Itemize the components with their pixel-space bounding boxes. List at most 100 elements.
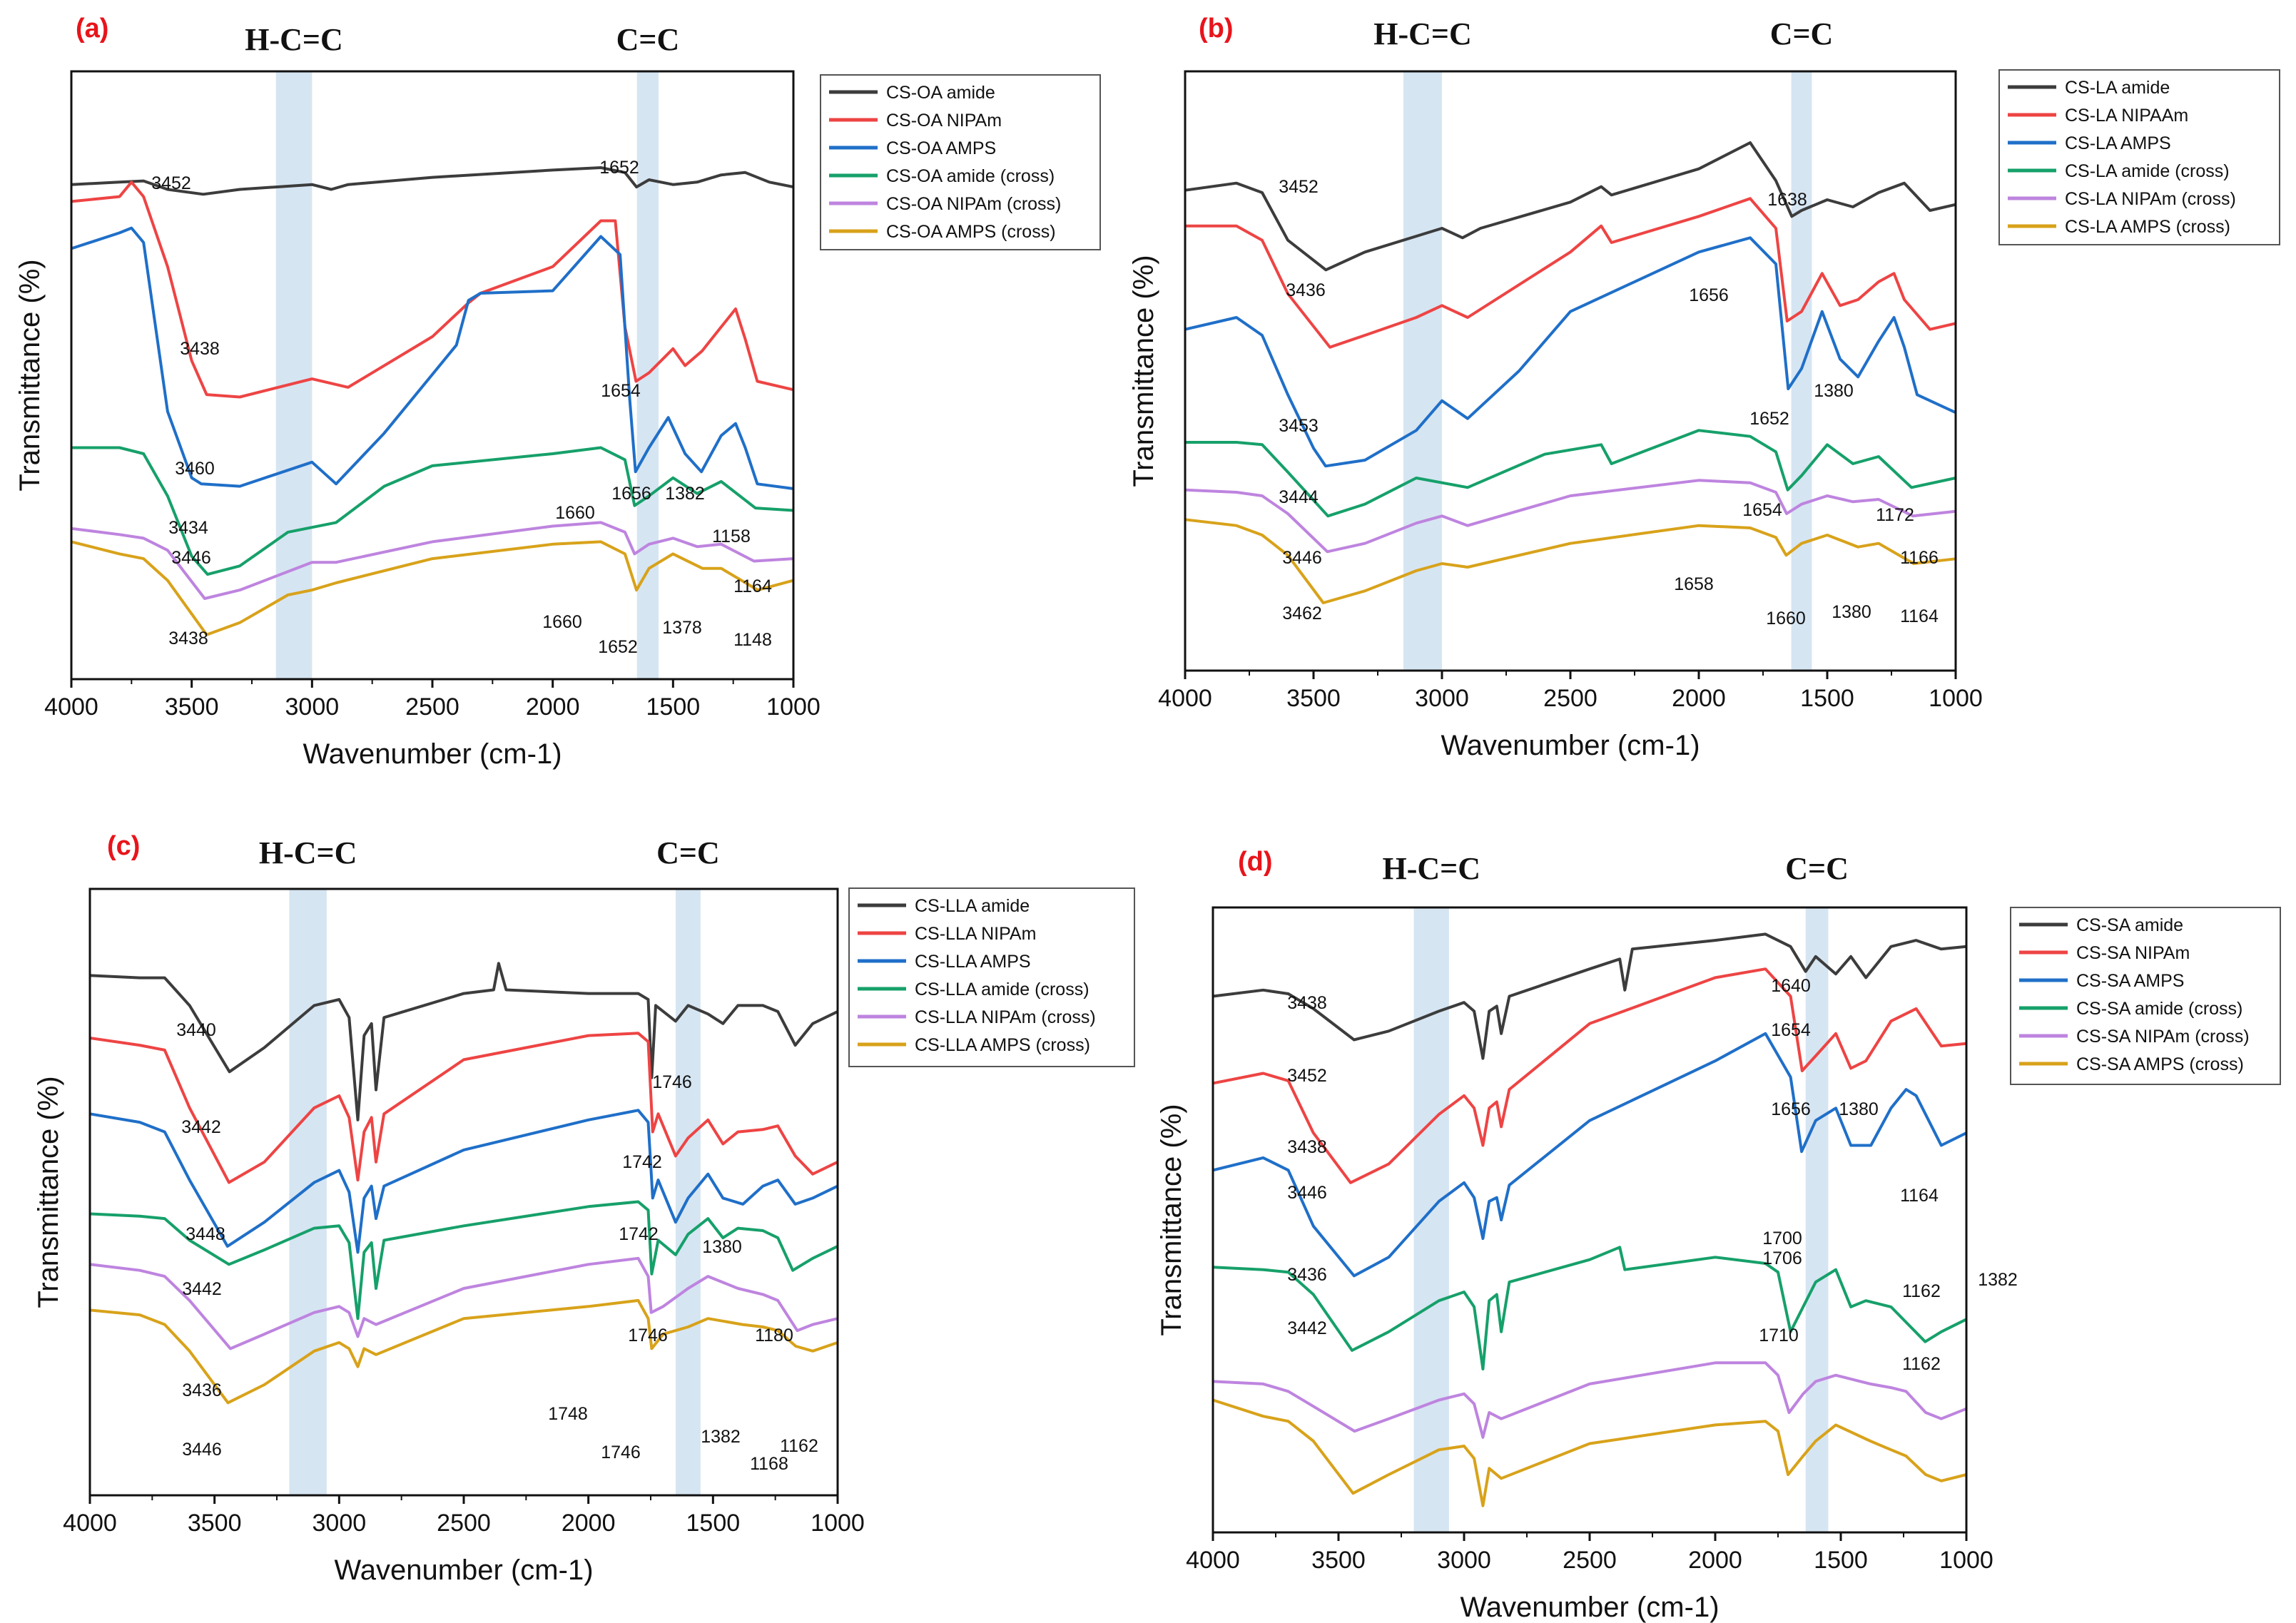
series-line-3 [89, 1109, 838, 1254]
legend-entry-2: CS-OA NIPAm [886, 111, 1002, 131]
peak-annotation: 1654 [1771, 1020, 1811, 1040]
band-title: H-C=C [1373, 16, 1472, 51]
peak-annotation: 3436 [1286, 280, 1326, 300]
peak-annotation: 1710 [1759, 1326, 1799, 1345]
peak-annotation: 1162 [1902, 1354, 1941, 1374]
y-axis-title: Transmittance (%) [1128, 255, 1159, 487]
panel-label: (c) [107, 831, 140, 861]
x-tick-label: 1500 [1800, 685, 1854, 712]
x-tick-label: 2000 [562, 1510, 616, 1537]
peak-annotation: 1380 [1814, 381, 1854, 401]
peak-annotation: 1660 [1766, 609, 1806, 629]
legend-entry-3: CS-LA AMPS [2065, 133, 2171, 153]
series-line-1 [89, 962, 838, 1121]
peak-annotation: 1166 [1900, 548, 1939, 568]
x-tick-label: 3500 [188, 1510, 242, 1537]
legend-entry-2: CS-LA NIPAAm [2065, 106, 2188, 126]
y-axis-title: Transmittance (%) [14, 259, 46, 491]
x-tick-label: 1500 [646, 693, 701, 721]
legend-entry-6: CS-LA AMPS (cross) [2065, 217, 2230, 237]
panel-label: (b) [1199, 14, 1234, 44]
series-line-6 [1212, 1398, 1967, 1507]
band-region [1805, 907, 1829, 1532]
x-tick-label: 1500 [1814, 1547, 1868, 1574]
peak-annotation: 3448 [186, 1224, 225, 1244]
peak-annotation: 1656 [1689, 285, 1729, 305]
x-axis-title: Wavenumber (cm-1) [334, 1555, 593, 1586]
x-tick-label: 1000 [1929, 685, 1983, 712]
legend-entry-6: CS-SA AMPS (cross) [2076, 1054, 2244, 1074]
peak-annotation: 1706 [1762, 1248, 1802, 1268]
x-axis-title: Wavenumber (cm-1) [303, 738, 562, 770]
chart-panel-4: H-C=C C=C 4000 3500 3000 2500 2000 1500 1000 Wave… [1156, 847, 2281, 1623]
band-title: H-C=C [1382, 851, 1480, 886]
series-line-5 [1212, 1361, 1967, 1439]
peak-annotation: 1742 [619, 1224, 659, 1244]
peak-annotation: 3440 [176, 1020, 216, 1040]
peak-annotation: 3462 [1282, 604, 1322, 624]
peak-annotation: 1162 [1902, 1281, 1941, 1301]
peak-annotation: 1172 [1876, 505, 1914, 525]
peak-annotation: 3434 [168, 518, 208, 538]
series-line-1 [1212, 932, 1967, 1060]
legend-entry-2: CS-LLA NIPAm [915, 924, 1036, 944]
legend-entry-4: CS-SA amide (cross) [2076, 999, 2242, 1019]
peak-annotation: 3446 [1287, 1183, 1327, 1203]
x-tick-label: 3500 [165, 693, 219, 721]
chart-panel-3: H-C=C C=C 4000 3500 3000 2500 2000 1500 1000 Wave… [33, 831, 1135, 1586]
band-title: C=C [616, 22, 680, 57]
x-tick-label: 3500 [1286, 685, 1341, 712]
peak-annotation: 3438 [1287, 993, 1327, 1013]
x-tick-label: 2000 [1672, 685, 1726, 712]
peak-annotation: 3436 [182, 1380, 222, 1400]
peak-annotation: 1640 [1771, 976, 1811, 996]
peak-annotation: 1660 [542, 612, 582, 632]
x-tick-label: 3000 [313, 1510, 367, 1537]
x-tick-label: 3000 [1437, 1547, 1491, 1574]
x-tick-label: 1000 [811, 1510, 865, 1537]
band-title: C=C [1770, 16, 1834, 51]
legend-box [848, 887, 1135, 1067]
peak-annotation: 1148 [733, 630, 772, 650]
peak-annotation: 1654 [601, 381, 641, 401]
peak-annotation: 1658 [1674, 574, 1714, 594]
peak-annotation: 1742 [622, 1152, 662, 1172]
peak-annotation: 1746 [652, 1072, 692, 1092]
y-axis-title: Transmittance (%) [33, 1076, 64, 1308]
series-line-2 [1185, 197, 1956, 349]
legend-box [1998, 69, 2280, 245]
series-line-2 [89, 1032, 838, 1184]
peak-annotation: 1164 [1900, 1186, 1939, 1206]
peak-annotation: 3446 [1282, 548, 1322, 568]
band-region [1413, 907, 1449, 1532]
peak-annotation: 1380 [1832, 602, 1871, 622]
x-tick-label: 2500 [1543, 685, 1597, 712]
peak-annotation: 1652 [599, 158, 639, 178]
panel-label: (a) [76, 14, 108, 44]
series-line-3 [1184, 236, 1956, 468]
chart-panel-2: H-C=C C=C 4000 3500 3000 2500 2000 1500 1000 Wave… [1128, 14, 2280, 761]
x-tick-label: 4000 [63, 1510, 117, 1537]
peak-annotation: 1380 [1839, 1099, 1879, 1119]
peak-annotation: 3452 [151, 173, 191, 193]
series-line-6 [1184, 518, 1956, 604]
x-tick-label: 1000 [1939, 1547, 1993, 1574]
legend-entry-1: CS-SA amide [2076, 915, 2183, 935]
peak-annotation: 3452 [1279, 177, 1319, 197]
peak-annotation: 1164 [733, 576, 772, 596]
peak-annotation: 1638 [1767, 190, 1807, 210]
peak-annotation: 1660 [555, 503, 595, 523]
peak-annotation: 3438 [180, 339, 220, 359]
series-line-4 [89, 1200, 838, 1321]
series-line-1 [1184, 141, 1956, 272]
legend-entry-5: CS-LA NIPAm (cross) [2065, 189, 2236, 209]
peak-annotation: 1164 [1900, 606, 1939, 626]
series-line-3 [71, 226, 794, 490]
legend-entry-2: CS-SA NIPAm [2076, 943, 2190, 963]
series-line-1 [71, 166, 794, 196]
x-tick-label: 2500 [1563, 1547, 1617, 1574]
legend-entry-4: CS-OA amide (cross) [886, 166, 1055, 186]
legend-entry-5: CS-SA NIPAm (cross) [2076, 1027, 2250, 1047]
series-line-4 [1212, 1246, 1967, 1370]
